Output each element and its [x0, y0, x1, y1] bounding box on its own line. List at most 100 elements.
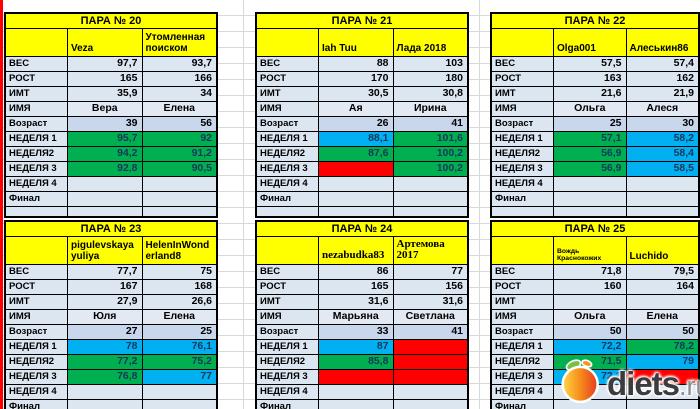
- row-label[interactable]: НЕДЕЛЯ 1: [6, 132, 68, 146]
- cell-value[interactable]: 30,8: [393, 87, 467, 101]
- cell-value[interactable]: 88: [319, 57, 394, 71]
- cell-value[interactable]: [319, 177, 394, 191]
- row-label[interactable]: ИМЯ: [6, 310, 68, 324]
- cell-value[interactable]: 79: [626, 355, 698, 369]
- row-label[interactable]: НЕДЕЛЯ 3: [492, 162, 554, 176]
- cell-value[interactable]: 163: [554, 72, 627, 86]
- cell-value[interactable]: 100,2: [393, 162, 467, 176]
- cell-value[interactable]: [626, 400, 698, 409]
- cell-value[interactable]: [554, 400, 627, 409]
- cell-value[interactable]: 57,4: [626, 57, 698, 71]
- cell-value[interactable]: 58,2: [626, 132, 698, 146]
- row-label[interactable]: ИМЯ: [257, 102, 319, 116]
- cell-value[interactable]: 162: [626, 72, 698, 86]
- cell-value[interactable]: 56: [142, 117, 216, 131]
- member-name[interactable]: Olga001: [554, 29, 627, 56]
- member-header-spacer[interactable]: [492, 237, 554, 264]
- cell-value[interactable]: 75: [142, 265, 216, 279]
- cell-value[interactable]: 78,2: [626, 340, 698, 354]
- row-label[interactable]: ИМТ: [257, 87, 319, 101]
- cell-value[interactable]: 34: [142, 87, 216, 101]
- cell-value[interactable]: [142, 177, 216, 191]
- cell-value[interactable]: [626, 192, 698, 206]
- pair-title[interactable]: ПАРА № 21: [257, 14, 467, 29]
- cell-value[interactable]: Ольга: [554, 102, 627, 116]
- row-label[interactable]: НЕДЕЛЯ 1: [6, 340, 68, 354]
- cell-value[interactable]: 87,6: [319, 147, 394, 161]
- cell-value[interactable]: 165: [319, 280, 394, 294]
- cell-value[interactable]: 26,6: [142, 295, 216, 309]
- row-label[interactable]: Возраст: [6, 117, 68, 131]
- cell-value[interactable]: [626, 295, 698, 309]
- cell-value[interactable]: 72,2: [554, 340, 627, 354]
- cell-value[interactable]: Светлана: [393, 310, 467, 324]
- cell-value[interactable]: [319, 162, 394, 176]
- cell-value[interactable]: 92: [142, 132, 216, 146]
- member-header-spacer[interactable]: [257, 237, 319, 264]
- cell-value[interactable]: 167: [68, 280, 143, 294]
- cell-value[interactable]: 77: [393, 265, 467, 279]
- cell-value[interactable]: [393, 370, 467, 384]
- cell-value[interactable]: 27: [68, 325, 143, 339]
- cell-value[interactable]: 33: [319, 325, 394, 339]
- cell-value[interactable]: 77,7: [68, 265, 143, 279]
- cell-value[interactable]: [626, 177, 698, 191]
- cell-value[interactable]: 79,5: [626, 265, 698, 279]
- row-label[interactable]: РОСТ: [257, 72, 319, 86]
- pair-title[interactable]: ПАРА № 24: [257, 222, 467, 237]
- cell-value[interactable]: 30: [626, 117, 698, 131]
- cell-value[interactable]: [626, 370, 698, 384]
- cell-value[interactable]: [142, 207, 216, 216]
- row-label[interactable]: НЕДЕЛЯ2: [257, 355, 319, 369]
- row-label[interactable]: НЕДЕЛЯ 4: [257, 177, 319, 191]
- row-label[interactable]: РОСТ: [257, 280, 319, 294]
- row-label[interactable]: ИМТ: [492, 295, 554, 309]
- cell-value[interactable]: 86: [319, 265, 394, 279]
- cell-value[interactable]: 31,6: [393, 295, 467, 309]
- cell-value[interactable]: 25: [142, 325, 216, 339]
- cell-value[interactable]: 25: [554, 117, 627, 131]
- cell-value[interactable]: [68, 400, 143, 409]
- row-label[interactable]: Финал: [6, 192, 68, 206]
- cell-value[interactable]: 91,2: [142, 147, 216, 161]
- row-label[interactable]: НЕДЕЛЯ 4: [6, 385, 68, 399]
- cell-value[interactable]: 100,2: [393, 147, 467, 161]
- cell-value[interactable]: 78: [68, 340, 143, 354]
- row-label[interactable]: [492, 207, 554, 216]
- cell-value[interactable]: 71,8: [554, 265, 627, 279]
- row-label[interactable]: НЕДЕЛЯ2: [6, 147, 68, 161]
- member-name[interactable]: Iah Tuu: [319, 29, 394, 56]
- cell-value[interactable]: 35,9: [68, 87, 143, 101]
- cell-value[interactable]: 166: [142, 72, 216, 86]
- cell-value[interactable]: 41: [393, 117, 467, 131]
- member-header-spacer[interactable]: [492, 29, 554, 56]
- cell-value[interactable]: 26: [319, 117, 394, 131]
- cell-value[interactable]: [554, 295, 627, 309]
- cell-value[interactable]: 56,9: [554, 162, 627, 176]
- cell-value[interactable]: [68, 177, 143, 191]
- cell-value[interactable]: [319, 207, 394, 216]
- cell-value[interactable]: 170: [319, 72, 394, 86]
- cell-value[interactable]: 88,1: [319, 132, 394, 146]
- row-label[interactable]: Возраст: [492, 117, 554, 131]
- row-label[interactable]: НЕДЕЛЯ 1: [492, 340, 554, 354]
- cell-value[interactable]: Юля: [68, 310, 143, 324]
- row-label[interactable]: ВЕС: [492, 57, 554, 71]
- row-label[interactable]: Финал: [6, 400, 68, 409]
- row-label[interactable]: НЕДЕЛЯ2: [6, 355, 68, 369]
- cell-value[interactable]: 21,6: [554, 87, 627, 101]
- row-label[interactable]: НЕДЕЛЯ 3: [257, 162, 319, 176]
- member-name[interactable]: Артемова 2017: [396, 237, 445, 262]
- cell-value[interactable]: Елена: [626, 310, 698, 324]
- cell-value[interactable]: [68, 207, 143, 216]
- cell-value[interactable]: [393, 355, 467, 369]
- member-header-spacer[interactable]: [6, 237, 68, 264]
- cell-value[interactable]: 95,7: [68, 132, 143, 146]
- row-label[interactable]: НЕДЕЛЯ 4: [6, 177, 68, 191]
- row-label[interactable]: НЕДЕЛЯ 1: [492, 132, 554, 146]
- cell-value[interactable]: [554, 192, 627, 206]
- cell-value[interactable]: 76,8: [68, 370, 143, 384]
- member-name[interactable]: Luchido: [629, 250, 669, 262]
- cell-value[interactable]: [142, 192, 216, 206]
- row-label[interactable]: ИМТ: [257, 295, 319, 309]
